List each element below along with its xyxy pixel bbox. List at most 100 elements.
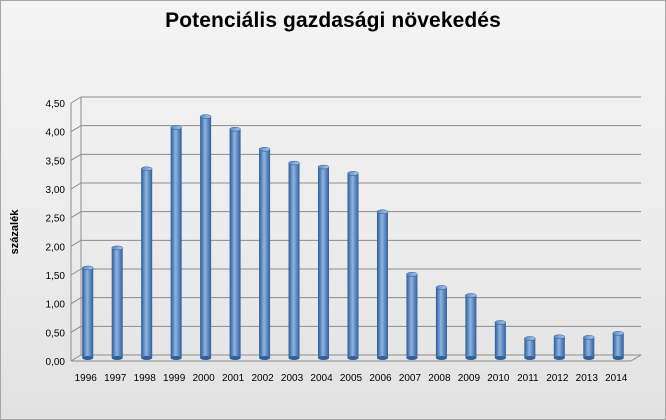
bar-2003	[288, 160, 300, 360]
bar-base	[259, 356, 271, 360]
bar-top	[583, 335, 595, 340]
y-tick-label: 1,00	[46, 300, 66, 311]
bar-top	[199, 114, 212, 119]
bar-base	[376, 356, 388, 360]
bar-base	[111, 356, 123, 360]
y-tick-label: 4,50	[46, 99, 66, 110]
grid-depth-line	[70, 239, 82, 247]
y-tick-label: 0,50	[46, 328, 66, 339]
grid-depth-line	[70, 153, 82, 161]
x-tick-label: 2008	[428, 373, 451, 384]
bar-top	[140, 166, 153, 172]
bar-top	[376, 209, 389, 215]
bar-body	[406, 274, 418, 358]
y-tick-label: 2,50	[46, 214, 66, 225]
bar-body	[524, 338, 536, 358]
grid-depth-line	[70, 354, 82, 362]
bar-2008	[435, 285, 448, 360]
x-tick-label: 1997	[104, 373, 127, 384]
bar-body	[376, 211, 388, 358]
bar-top	[406, 272, 418, 277]
bar-body	[583, 337, 595, 358]
bar-body	[229, 129, 241, 358]
bar-top	[170, 125, 182, 130]
bar-base	[406, 356, 418, 360]
x-tick-label: 1996	[75, 373, 98, 384]
grid-depth-line	[70, 268, 82, 276]
floor-edge	[630, 354, 642, 362]
bar-2002	[258, 147, 271, 360]
y-tick-label: 1,50	[46, 271, 66, 282]
bar-base	[141, 356, 153, 360]
bar-body	[494, 322, 506, 358]
x-tick-label: 2005	[340, 373, 363, 384]
bar-2004	[317, 164, 330, 360]
bar-body	[435, 287, 447, 358]
grid-depth-line	[70, 211, 82, 219]
x-tick-label: 2014	[605, 373, 628, 384]
bar-body	[141, 168, 153, 358]
bar-top	[435, 285, 448, 290]
bar-top	[494, 320, 507, 325]
bar-body	[347, 173, 359, 358]
bar-top	[111, 245, 123, 251]
x-tick-label: 2009	[458, 373, 481, 384]
bar-top	[553, 334, 566, 340]
bar-2006	[376, 209, 389, 360]
bar-body	[170, 127, 182, 359]
x-tick-label: 2003	[281, 373, 304, 384]
bar-base	[435, 356, 447, 360]
bar-base	[170, 356, 182, 360]
bar-top	[288, 160, 300, 166]
bar-body	[288, 163, 300, 358]
bar-base	[229, 356, 241, 360]
grid-depth-line	[70, 182, 82, 190]
bar-base	[200, 356, 212, 360]
bar-body	[82, 267, 94, 358]
y-tick-label: 4,00	[46, 128, 66, 139]
x-tick-label: 1999	[163, 373, 186, 384]
bar-2012	[553, 334, 566, 360]
bar-2014	[612, 331, 625, 360]
x-tick-label: 2006	[369, 373, 392, 384]
grid-depth-line	[70, 125, 82, 133]
y-tick-label: 3,00	[46, 185, 66, 196]
bar-base	[494, 356, 506, 360]
x-tick-label: 2007	[399, 373, 422, 384]
y-tick-label: 3,50	[46, 156, 66, 167]
bar-body	[200, 116, 212, 358]
x-tick-label: 2012	[546, 373, 569, 384]
y-tick-label: 2,00	[46, 242, 66, 253]
bar-1999	[170, 125, 182, 360]
chart-title: Potenciális gazdasági növekedés	[165, 9, 501, 32]
bar-top	[81, 265, 94, 271]
bar-base	[583, 356, 595, 360]
bar-top	[612, 331, 625, 336]
bar-base	[288, 356, 300, 360]
bar-1996	[81, 265, 94, 360]
bar-2000	[199, 114, 212, 360]
bar-2011	[524, 336, 536, 360]
bar-body	[465, 295, 477, 358]
y-tick-label: 0,00	[46, 357, 66, 368]
bar-body	[259, 149, 271, 358]
bar-top	[524, 336, 536, 341]
bar-top	[465, 293, 477, 298]
bar-2005	[347, 171, 359, 360]
bar-2010	[494, 320, 507, 360]
bar-body	[318, 167, 330, 358]
bar-base	[318, 356, 330, 360]
bar-body	[612, 333, 624, 358]
bar-base	[82, 356, 94, 360]
x-tick-label: 2001	[222, 373, 245, 384]
bar-base	[347, 356, 359, 360]
bar-1998	[140, 166, 153, 360]
x-tick-label: 2013	[576, 373, 599, 384]
bar-top	[317, 164, 330, 170]
bar-base	[612, 356, 624, 360]
bar-body	[111, 247, 123, 358]
bar-top	[229, 126, 241, 132]
bar-1997	[111, 245, 123, 360]
bar-base	[553, 356, 565, 360]
